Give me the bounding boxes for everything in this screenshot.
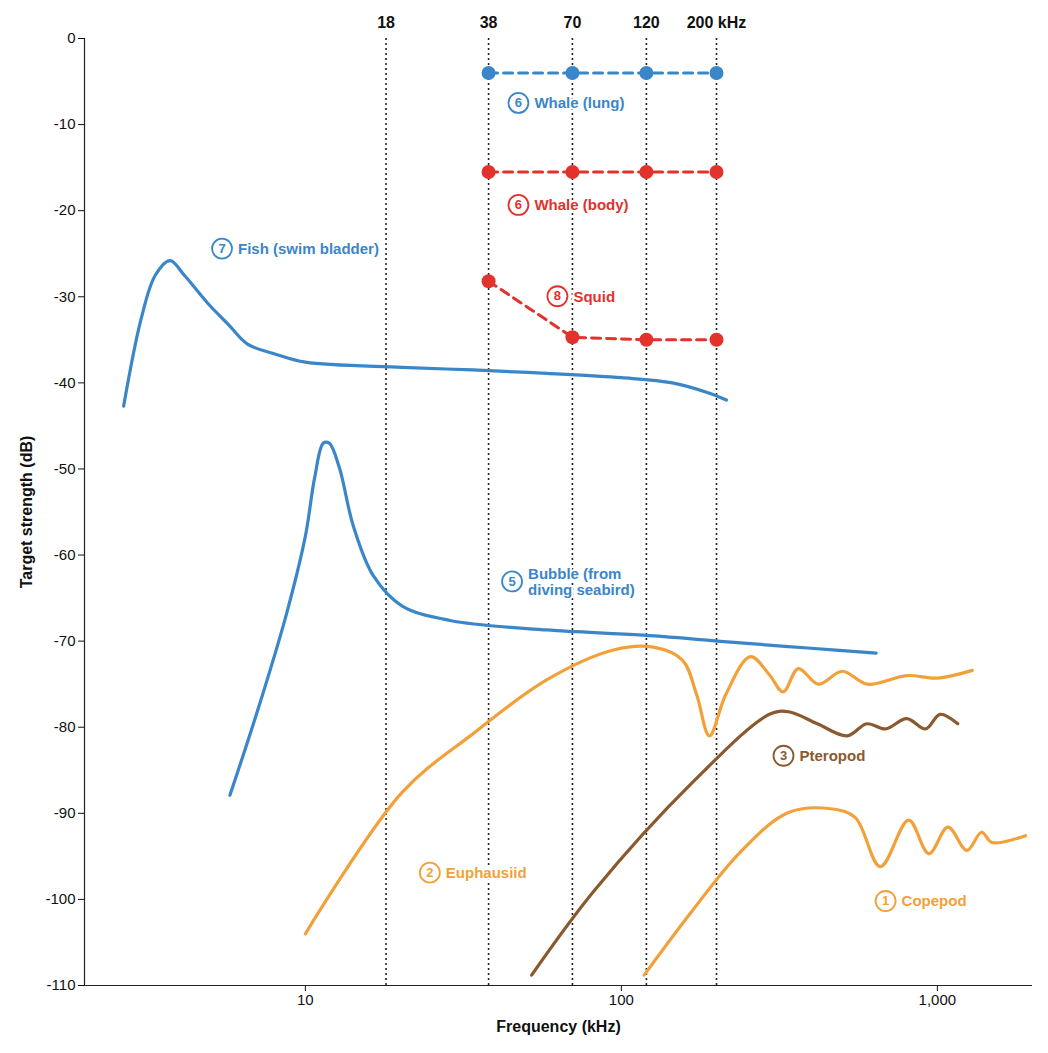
svg-text:-20: -20: [54, 201, 76, 218]
svg-text:200 kHz: 200 kHz: [687, 14, 747, 31]
svg-text:-50: -50: [54, 460, 76, 477]
svg-text:Bubble (fromdiving seabird): Bubble (fromdiving seabird): [528, 565, 635, 599]
svg-text:2: 2: [426, 865, 433, 880]
svg-text:Whale (body): Whale (body): [534, 196, 628, 213]
svg-text:10: 10: [297, 991, 314, 1008]
svg-text:120: 120: [633, 14, 660, 31]
svg-text:18: 18: [377, 14, 395, 31]
svg-text:7: 7: [218, 241, 225, 256]
svg-text:38: 38: [480, 14, 498, 31]
svg-text:0: 0: [67, 29, 75, 46]
svg-text:Squid: Squid: [573, 288, 615, 305]
svg-text:Copepod: Copepod: [902, 892, 967, 909]
svg-text:8: 8: [554, 288, 561, 303]
svg-text:-40: -40: [54, 374, 76, 391]
svg-text:-80: -80: [54, 718, 76, 735]
svg-text:Fish (swim bladder): Fish (swim bladder): [238, 240, 379, 257]
svg-text:1: 1: [882, 893, 889, 908]
svg-text:5: 5: [508, 574, 515, 589]
svg-text:3: 3: [780, 748, 787, 763]
svg-text:6: 6: [515, 197, 522, 212]
svg-text:-90: -90: [54, 804, 76, 821]
svg-text:Frequency (kHz): Frequency (kHz): [496, 1018, 620, 1035]
svg-text:Target strength (dB): Target strength (dB): [18, 436, 35, 589]
svg-text:-110: -110: [47, 976, 76, 993]
svg-text:Euphausiid: Euphausiid: [446, 864, 527, 881]
svg-text:-100: -100: [45, 890, 75, 907]
svg-text:-10: -10: [54, 115, 76, 132]
svg-text:100: 100: [609, 991, 634, 1008]
svg-text:Whale (lung): Whale (lung): [534, 94, 624, 111]
svg-text:-60: -60: [54, 546, 76, 563]
svg-text:70: 70: [564, 14, 582, 31]
svg-text:6: 6: [515, 95, 522, 110]
svg-text:Pteropod: Pteropod: [800, 747, 866, 764]
svg-text:-30: -30: [54, 288, 76, 305]
svg-text:-70: -70: [54, 632, 76, 649]
svg-text:1,000: 1,000: [919, 991, 957, 1008]
